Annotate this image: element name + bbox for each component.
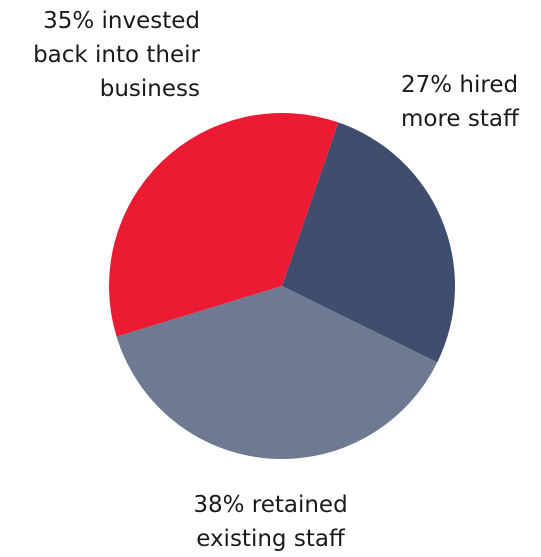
pie-slice-retained <box>116 286 438 460</box>
slice-label-retained: 38% retained existing staff <box>0 488 541 556</box>
slice-label-line: back into their <box>33 42 200 68</box>
slice-label-hired: 27% hired more staff <box>401 68 519 136</box>
slice-label-line: 35% invested <box>43 8 200 34</box>
slice-label-line: 38% retained <box>193 492 348 518</box>
slice-label-line: business <box>99 76 200 102</box>
slice-label-invested: 35% invested back into their business <box>33 4 200 106</box>
pie-slice-invested <box>109 113 339 337</box>
slice-label-line: more staff <box>401 106 519 132</box>
slice-label-line: 27% hired <box>401 72 519 98</box>
slice-label-line: existing staff <box>196 526 345 552</box>
pie-slice-hired <box>282 122 456 363</box>
